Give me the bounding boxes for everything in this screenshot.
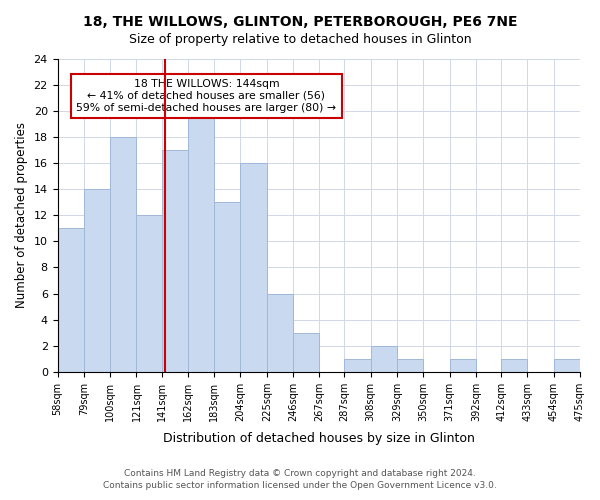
Bar [501, 358, 527, 372]
Bar [554, 358, 580, 372]
Bar [241, 163, 267, 372]
Bar [267, 294, 293, 372]
Text: 18 THE WILLOWS: 144sqm
← 41% of detached houses are smaller (56)
59% of semi-det: 18 THE WILLOWS: 144sqm ← 41% of detached… [76, 80, 337, 112]
Bar [371, 346, 397, 372]
X-axis label: Distribution of detached houses by size in Glinton: Distribution of detached houses by size … [163, 432, 475, 445]
Bar [214, 202, 241, 372]
Bar [110, 137, 136, 372]
Text: Contains HM Land Registry data © Crown copyright and database right 2024.
Contai: Contains HM Land Registry data © Crown c… [103, 468, 497, 490]
Bar [58, 228, 84, 372]
Y-axis label: Number of detached properties: Number of detached properties [15, 122, 28, 308]
Bar [293, 332, 319, 372]
Bar [188, 111, 214, 372]
Text: Size of property relative to detached houses in Glinton: Size of property relative to detached ho… [128, 32, 472, 46]
Bar [136, 216, 161, 372]
Bar [397, 358, 424, 372]
Text: 18, THE WILLOWS, GLINTON, PETERBOROUGH, PE6 7NE: 18, THE WILLOWS, GLINTON, PETERBOROUGH, … [83, 15, 517, 29]
Bar [449, 358, 476, 372]
Bar [161, 150, 188, 372]
Bar [344, 358, 371, 372]
Bar [84, 190, 110, 372]
